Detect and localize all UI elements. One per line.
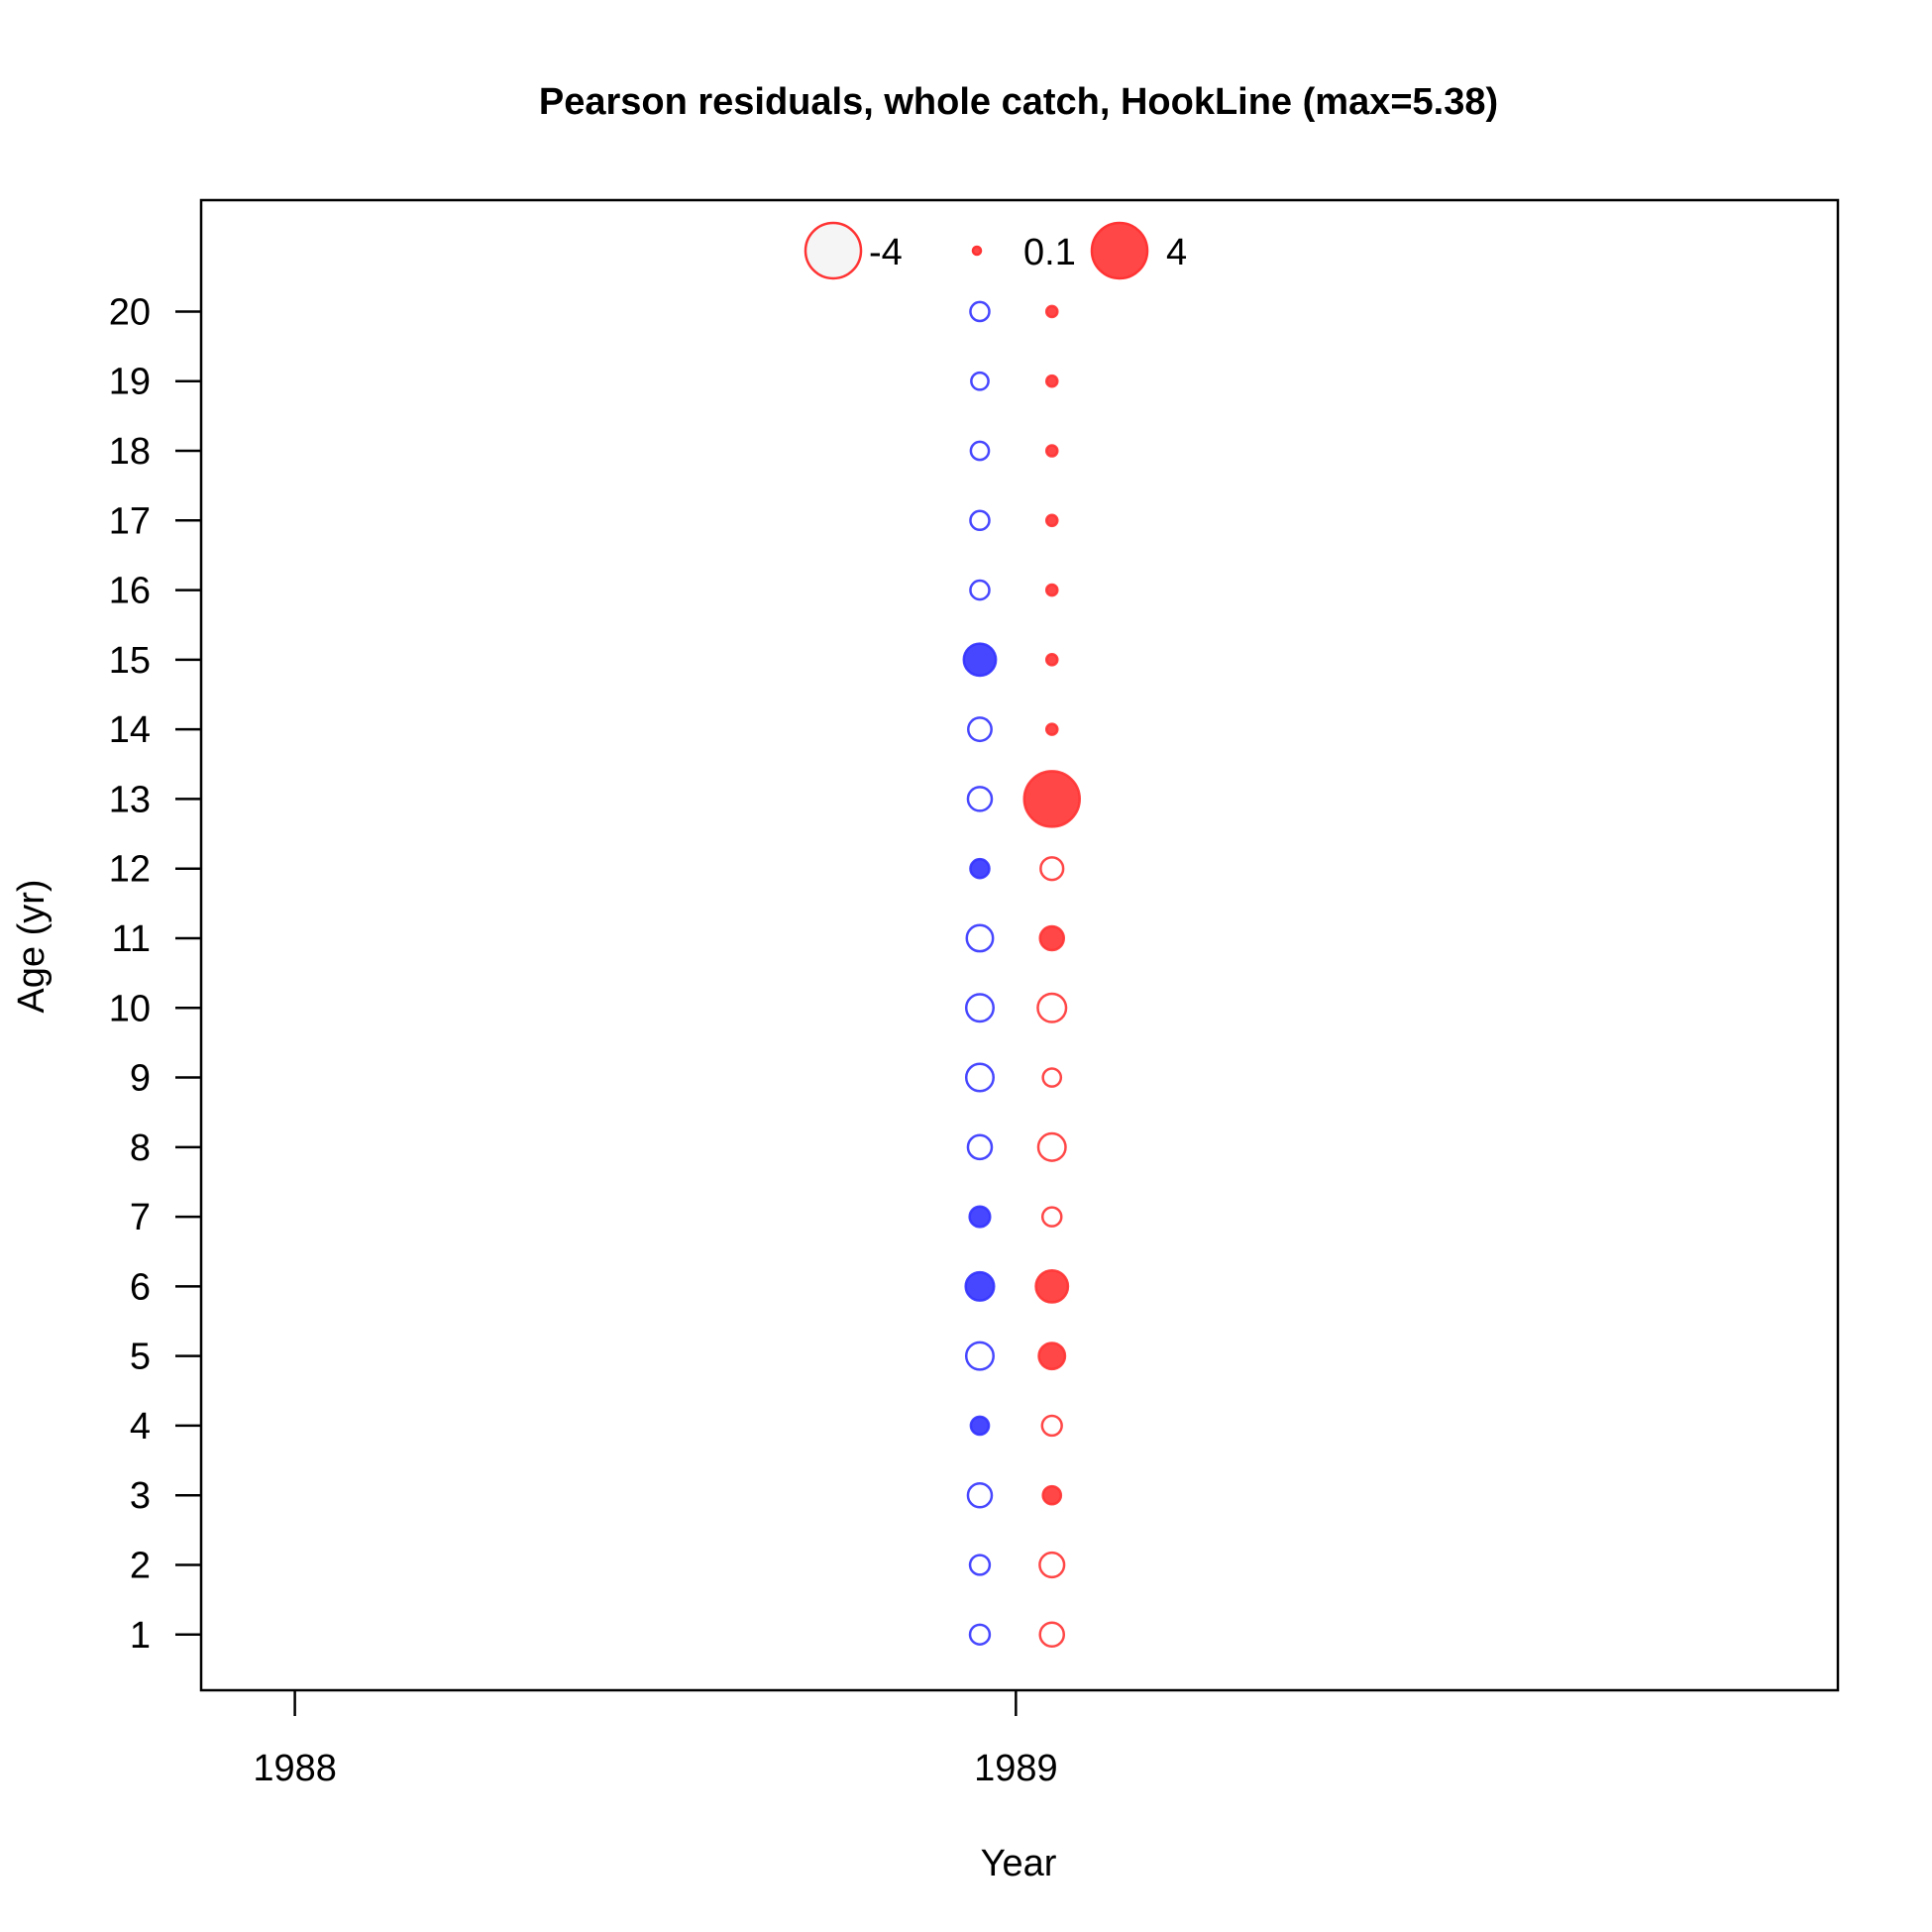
bubble-point (967, 716, 993, 743)
bubble-point (1044, 444, 1059, 458)
bubble-point (970, 371, 990, 391)
bubble-point (1038, 1551, 1066, 1579)
bubble-point (1034, 1268, 1070, 1304)
legend-marker (1090, 221, 1149, 280)
x-tick-label: 1988 (253, 1748, 337, 1789)
bubble-point (1038, 1621, 1066, 1649)
x-tick-label: 1989 (974, 1748, 1058, 1789)
bubble-point (964, 1062, 995, 1093)
bubble-point (1039, 856, 1065, 882)
y-tick-label: 5 (130, 1337, 151, 1378)
y-tick-label: 15 (109, 640, 151, 682)
y-tick-label: 18 (109, 431, 151, 473)
legend-marker (804, 221, 863, 280)
y-tick-label: 12 (109, 849, 151, 891)
y-tick-label: 17 (109, 500, 151, 542)
bubble-point (964, 993, 995, 1023)
bubble-point (1022, 770, 1081, 828)
bubble-point (966, 1481, 994, 1509)
y-tick-label: 16 (109, 571, 151, 612)
y-tick-label: 6 (130, 1266, 151, 1308)
y-tick-label: 4 (130, 1406, 151, 1448)
y-tick-label: 20 (109, 291, 151, 333)
bubble-point (1037, 1342, 1067, 1371)
bubble-point (1044, 304, 1059, 319)
bubble-point (1036, 1131, 1067, 1162)
y-axis-label: Age (yr) (11, 879, 53, 1013)
bubble-point (969, 509, 991, 532)
bubble-point (1044, 653, 1059, 667)
bubble-point (1044, 374, 1059, 388)
bubble-point (1044, 583, 1059, 597)
plot-area-frame (199, 198, 1840, 1692)
y-tick-label: 1 (130, 1615, 151, 1657)
bubble-point (969, 440, 991, 462)
bubble-point (969, 579, 991, 601)
bubble-point (968, 1554, 992, 1576)
y-tick-label: 2 (130, 1545, 151, 1586)
bubbles-layer (962, 300, 1081, 1649)
bubble-point (1041, 1484, 1063, 1506)
bubble-point (962, 642, 998, 678)
y-tick-label: 11 (112, 918, 151, 960)
y-tick-label: 7 (130, 1197, 151, 1238)
bubble-point (1036, 992, 1068, 1023)
bubble-point (1044, 513, 1059, 528)
chart-title: Pearson residuals, whole catch, HookLine… (539, 81, 1498, 123)
legend: -4 0.1 4 (804, 221, 1187, 280)
legend-marker (971, 245, 983, 257)
y-tick-label: 14 (109, 709, 151, 751)
bubble-point (966, 786, 994, 812)
y-tick-label: 19 (109, 362, 151, 403)
bubble-point (964, 1341, 995, 1371)
y-tick-label: 10 (109, 988, 151, 1029)
bubble-point (966, 1133, 994, 1161)
legend-label: 4 (1166, 232, 1187, 273)
x-axis-label: Year (981, 1843, 1057, 1884)
y-tick-label: 8 (130, 1127, 151, 1169)
x-axis: 1988 1989 (253, 1690, 1058, 1789)
bubble-point (964, 1270, 996, 1302)
legend-label: -4 (869, 232, 903, 273)
bubble-point (1040, 1206, 1063, 1228)
y-tick-label: 9 (130, 1058, 151, 1100)
bubble-point (969, 1415, 991, 1437)
bubble-point (965, 923, 995, 953)
bubble-point (1038, 924, 1066, 952)
bubble-point (968, 1623, 992, 1646)
bubble-point (969, 300, 991, 323)
bubble-point (1041, 1067, 1063, 1088)
y-tick-label: 3 (130, 1475, 151, 1517)
bubble-point (1044, 722, 1059, 736)
y-tick-label: 13 (109, 779, 151, 820)
bubble-point (968, 1205, 992, 1229)
bubble-point (1040, 1414, 1063, 1438)
bubble-point (969, 857, 991, 880)
legend-label: 0.1 (1023, 232, 1076, 273)
